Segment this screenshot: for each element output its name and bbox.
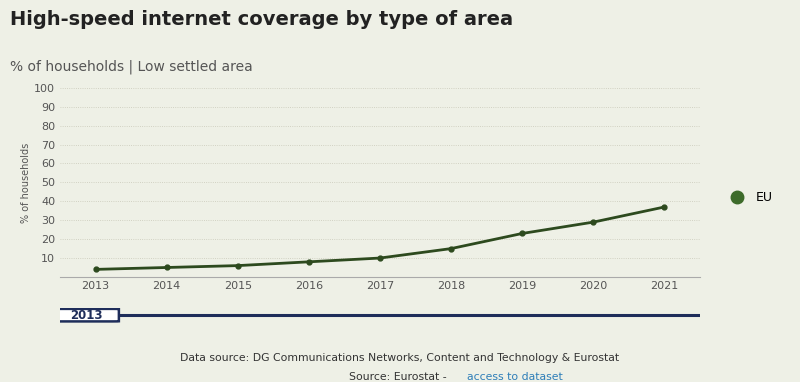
Text: % of households | Low settled area: % of households | Low settled area <box>10 59 252 74</box>
Text: High-speed internet coverage by type of area: High-speed internet coverage by type of … <box>10 10 513 29</box>
Text: access to dataset: access to dataset <box>467 372 563 382</box>
Text: 2013: 2013 <box>70 309 102 322</box>
Legend: EU: EU <box>719 186 778 209</box>
Text: Data source: DG Communications Networks, Content and Technology & Eurostat: Data source: DG Communications Networks,… <box>181 353 619 363</box>
Text: Source: Eurostat -: Source: Eurostat - <box>350 372 450 382</box>
FancyBboxPatch shape <box>54 309 119 321</box>
Y-axis label: % of households: % of households <box>22 142 31 223</box>
